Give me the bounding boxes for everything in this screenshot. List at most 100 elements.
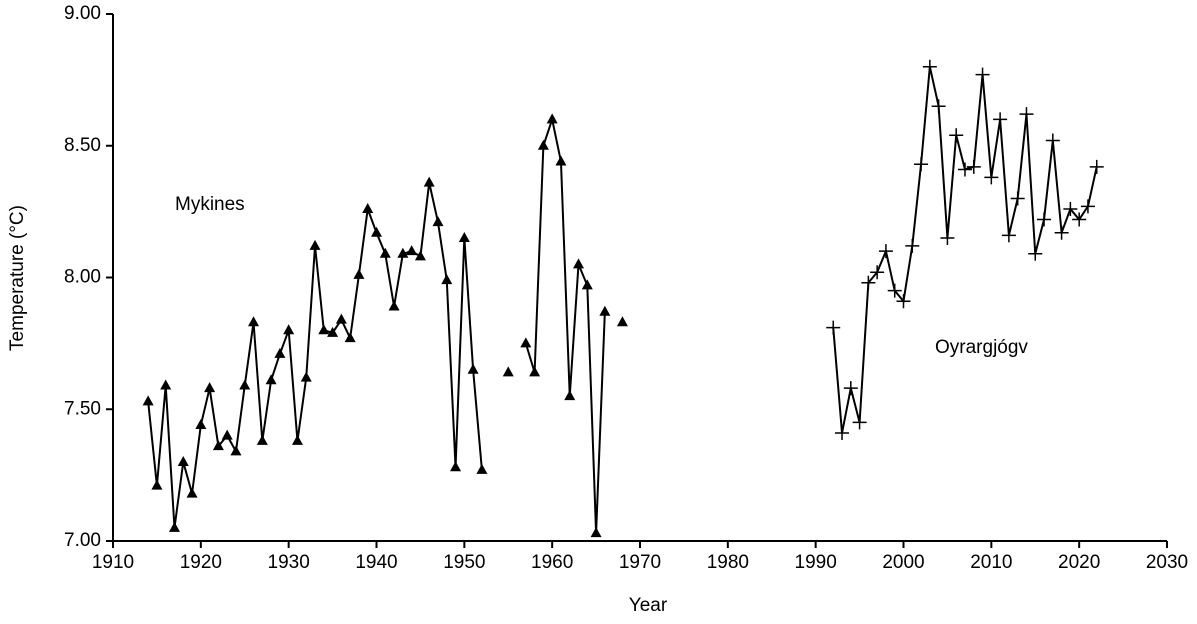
marker (168, 521, 180, 532)
series-label: Mykines (175, 194, 245, 215)
marker (283, 324, 295, 335)
marker (353, 268, 365, 279)
marker (1001, 228, 1016, 243)
x-tick-label: 1940 (355, 552, 397, 573)
marker (975, 67, 990, 82)
marker (414, 250, 426, 261)
marker (616, 316, 628, 327)
y-tick-label: 8.50 (64, 135, 101, 156)
marker (212, 440, 224, 451)
marker (379, 247, 391, 258)
marker (852, 415, 867, 430)
marker (993, 112, 1008, 127)
marker (1045, 133, 1060, 148)
marker (362, 202, 374, 213)
marker (1063, 201, 1078, 216)
marker (529, 366, 541, 377)
marker (1089, 159, 1104, 174)
x-tick-label: 1910 (92, 552, 134, 573)
marker (195, 419, 207, 430)
x-tick-label: 1970 (619, 552, 661, 573)
marker (878, 244, 893, 259)
marker (555, 155, 567, 166)
marker (441, 274, 453, 285)
marker (573, 258, 585, 269)
marker (476, 463, 488, 474)
marker (940, 230, 955, 245)
marker (186, 487, 198, 498)
marker (1028, 246, 1043, 261)
x-tick-label: 2000 (882, 552, 924, 573)
series-label: Oyrargjógv (935, 337, 1028, 358)
marker (931, 99, 946, 114)
y-axis-title: Temperature (°C) (7, 205, 28, 351)
x-tick-label: 2030 (1146, 552, 1188, 573)
marker (177, 455, 189, 466)
marker (1010, 191, 1025, 206)
marker (564, 390, 576, 401)
series-line (148, 119, 622, 533)
marker (327, 326, 339, 337)
marker (309, 239, 321, 250)
marker (905, 238, 920, 253)
marker (843, 381, 858, 396)
marker (450, 461, 462, 472)
x-tick-label: 1930 (268, 552, 310, 573)
marker (221, 429, 233, 440)
marker (432, 216, 444, 227)
x-tick-label: 2010 (970, 552, 1012, 573)
marker (335, 313, 347, 324)
y-tick-label: 7.00 (64, 530, 101, 551)
marker (914, 157, 929, 172)
marker (371, 226, 382, 237)
marker (599, 305, 611, 316)
marker (1054, 225, 1069, 240)
y-tick-label: 9.00 (64, 3, 101, 24)
x-tick-label: 2020 (1058, 552, 1100, 573)
marker (537, 139, 549, 150)
y-tick-label: 8.00 (64, 267, 101, 288)
marker (922, 59, 937, 74)
x-tick-label: 1980 (707, 552, 749, 573)
x-tick-label: 1960 (531, 552, 573, 573)
x-tick-label: 1990 (795, 552, 837, 573)
marker (274, 347, 286, 358)
marker (870, 265, 885, 280)
marker (239, 379, 251, 390)
marker (406, 245, 418, 256)
x-tick-label: 1920 (180, 552, 222, 573)
marker (1019, 107, 1034, 122)
series-line (832, 66, 1098, 434)
marker (256, 434, 268, 445)
marker (458, 231, 470, 242)
x-tick-label: 1950 (443, 552, 485, 573)
marker (344, 332, 356, 343)
marker (160, 379, 172, 390)
marker (887, 283, 902, 298)
marker (142, 395, 154, 406)
marker (966, 159, 981, 174)
marker (397, 247, 409, 258)
marker (949, 128, 964, 143)
marker (204, 382, 216, 393)
marker (300, 371, 312, 382)
marker (1080, 199, 1095, 214)
marker (590, 527, 602, 538)
marker (984, 170, 999, 185)
marker (1072, 212, 1087, 227)
marker (835, 425, 850, 440)
marker (826, 320, 841, 335)
marker (230, 445, 242, 456)
marker (248, 316, 260, 327)
marker (861, 275, 876, 290)
marker (520, 337, 532, 348)
marker (502, 366, 514, 377)
marker (1037, 212, 1052, 227)
x-axis-title: Year (629, 595, 668, 616)
marker (581, 279, 593, 290)
marker (265, 374, 277, 385)
marker (467, 363, 479, 374)
y-tick-label: 7.50 (64, 398, 101, 419)
marker (318, 324, 330, 335)
